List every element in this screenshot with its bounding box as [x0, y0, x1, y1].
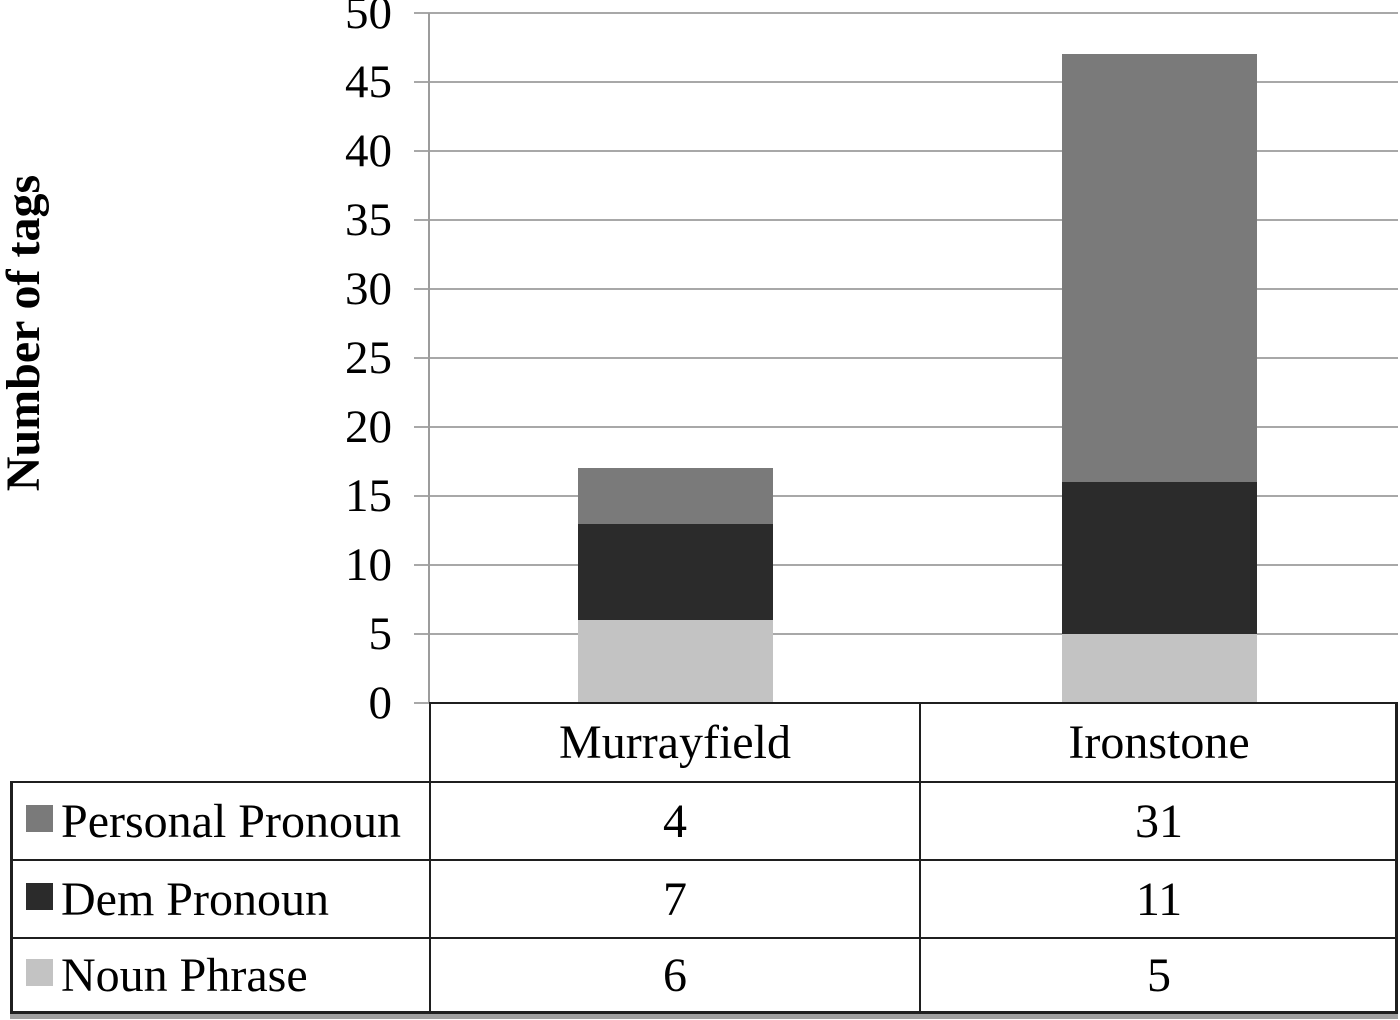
- y-tick-label: 25: [345, 332, 392, 384]
- value-cell-ironstone-dem-pronoun: 11: [1135, 872, 1183, 926]
- y-tick-label: 20: [345, 401, 392, 453]
- y-tick-label: 45: [345, 56, 392, 108]
- y-axis-tick: [414, 357, 430, 359]
- y-axis-tick: [414, 702, 430, 704]
- gridline: [430, 426, 1398, 428]
- table-border-left: [10, 781, 13, 1014]
- bar-segment-murrayfield-noun-phrase: [578, 620, 773, 703]
- gridline: [430, 81, 1398, 83]
- legend-swatch-dem-pronoun: [26, 883, 53, 910]
- gridline: [430, 12, 1398, 14]
- category-header-murrayfield: Murrayfield: [559, 716, 791, 769]
- value-cell-murrayfield-personal-pronoun: 4: [663, 794, 687, 848]
- bar-segment-ironstone-personal-pronoun: [1062, 54, 1257, 483]
- bar-segment-ironstone-dem-pronoun: [1062, 482, 1257, 634]
- y-tick-label: 35: [345, 194, 392, 246]
- y-axis-tick: [414, 81, 430, 83]
- y-tick-label: 15: [345, 470, 392, 522]
- y-tick-label: 5: [368, 608, 393, 660]
- gridline: [430, 150, 1398, 152]
- y-axis-tick: [414, 288, 430, 290]
- y-axis-tick: [414, 564, 430, 566]
- value-cell-ironstone-personal-pronoun: 31: [1135, 794, 1183, 848]
- table-border-top: [429, 702, 1398, 704]
- value-cell-ironstone-noun-phrase: 5: [1147, 948, 1171, 1002]
- table-shadow: [10, 1014, 1398, 1019]
- y-tick-label: 50: [345, 0, 392, 39]
- y-axis-tick: [414, 426, 430, 428]
- y-axis-tick: [414, 219, 430, 221]
- value-cell-murrayfield-noun-phrase: 6: [663, 948, 687, 1002]
- table-border-right: [1395, 702, 1398, 1014]
- legend-swatch-noun-phrase: [26, 959, 53, 986]
- legend-label-personal-pronoun: Personal Pronoun: [61, 794, 401, 848]
- bar-segment-ironstone-noun-phrase: [1062, 634, 1257, 703]
- category-header-ironstone: Ironstone: [1068, 716, 1250, 769]
- value-cell-murrayfield-dem-pronoun: 7: [663, 872, 687, 926]
- gridline: [430, 288, 1398, 290]
- gridline: [430, 495, 1398, 497]
- y-tick-label: 30: [345, 263, 392, 315]
- legend-label-dem-pronoun: Dem Pronoun: [61, 872, 329, 926]
- y-tick-label: 40: [345, 125, 392, 177]
- table-row-line: [10, 781, 1398, 783]
- gridline: [430, 564, 1398, 566]
- bar-segment-murrayfield-personal-pronoun: [578, 468, 773, 524]
- bar-segment-murrayfield-dem-pronoun: [578, 523, 773, 621]
- table-row-line: [10, 859, 1398, 861]
- table-col-line: [429, 702, 431, 1014]
- y-tick-label: 10: [345, 539, 392, 591]
- y-axis-tick: [414, 495, 430, 497]
- gridline: [430, 357, 1398, 359]
- y-axis-line: [428, 13, 430, 703]
- y-axis-tick: [414, 633, 430, 635]
- legend-label-noun-phrase: Noun Phrase: [61, 948, 308, 1002]
- y-axis-title: Number of tags: [0, 174, 50, 492]
- gridline: [430, 219, 1398, 221]
- y-axis-tick: [414, 150, 430, 152]
- table-col-line: [919, 702, 921, 1014]
- legend-swatch-personal-pronoun: [26, 805, 53, 832]
- y-tick-label: 0: [368, 677, 393, 729]
- gridline: [430, 633, 1398, 635]
- y-axis-tick: [414, 12, 430, 14]
- table-row-line: [10, 937, 1398, 939]
- table-row-line: [10, 1011, 1398, 1014]
